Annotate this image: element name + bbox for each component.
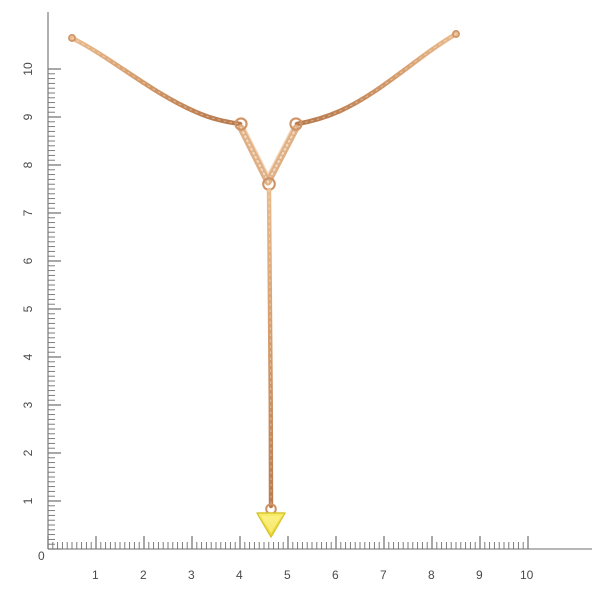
v-tick-label-10: 10: [21, 62, 35, 76]
h-tick-label-5: 5: [284, 568, 291, 582]
h-tick-label-3: 3: [188, 568, 195, 582]
vertical-ticks: [48, 68, 61, 550]
h-tick-label-7: 7: [380, 568, 387, 582]
v-tick-label-7: 7: [21, 209, 35, 217]
v-tick-label-9: 9: [21, 113, 35, 121]
v-tick-label-5: 5: [21, 305, 35, 313]
h-tick-label-4: 4: [236, 568, 243, 582]
right-chain: [294, 30, 460, 127]
h-tick-label-6: 6: [332, 568, 339, 582]
h-tick-label-1: 1: [92, 568, 99, 582]
v-tick-label-8: 8: [21, 161, 35, 169]
left-chain: [68, 34, 243, 127]
h-tick-label-9: 9: [476, 568, 483, 582]
v-tick-label-1: 1: [21, 497, 35, 505]
origin-label: 0: [38, 549, 45, 563]
v-tick-label-6: 6: [21, 257, 35, 265]
v-tick-label-2: 2: [21, 449, 35, 457]
h-tick-label-2: 2: [140, 568, 147, 582]
pave-chevron: [237, 124, 300, 186]
v-tick-label-3: 3: [21, 401, 35, 409]
horizontal-ticks: [47, 536, 529, 549]
triangle-pendant: [256, 512, 286, 538]
h-tick-label-8: 8: [428, 568, 435, 582]
h-tick-label-10: 10: [520, 568, 534, 582]
v-tick-label-4: 4: [21, 353, 35, 361]
